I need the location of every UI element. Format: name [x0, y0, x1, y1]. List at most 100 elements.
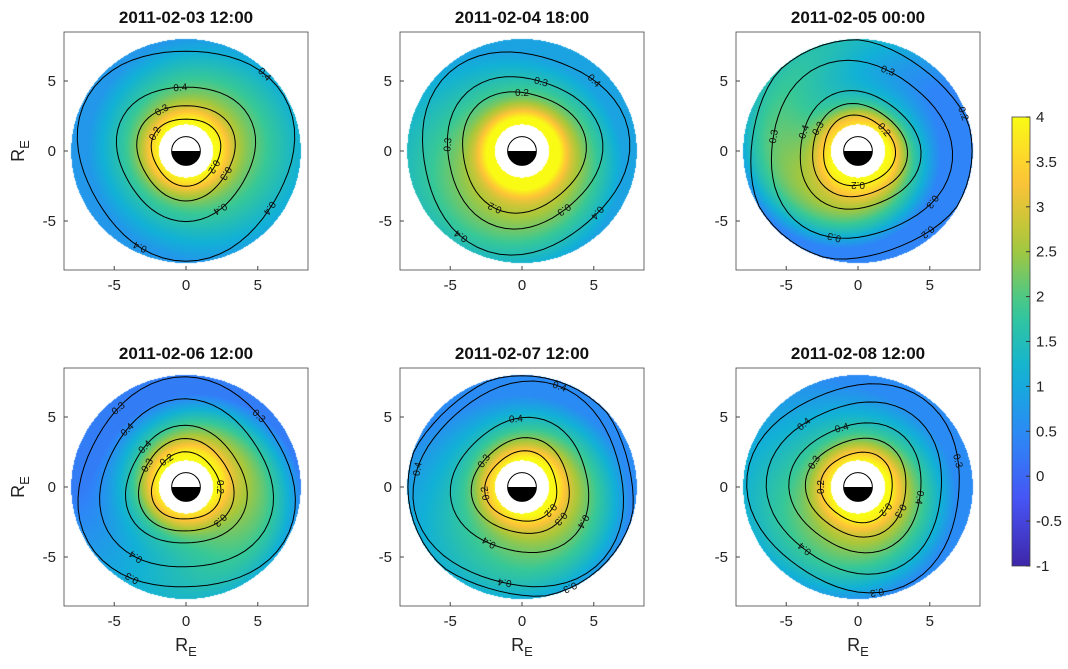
contour-label: 0.2 — [479, 485, 492, 501]
y-tick-label: 5 — [384, 409, 392, 426]
x-tick-label: 0 — [518, 277, 526, 294]
y-tick-label: 0 — [384, 479, 392, 496]
earth-night-half — [843, 487, 873, 502]
contour-line — [804, 437, 907, 538]
colorbar-tick-label: 1 — [1036, 378, 1044, 395]
earth-night-half — [507, 487, 537, 502]
contour-label: 0.2 — [515, 88, 529, 99]
contour-label: 0.4 — [797, 123, 812, 140]
panel-4: 2011-02-06 12:000.20.20.30.30.40.40.40.3… — [8, 344, 309, 659]
colorbar-tick-label: 4 — [1036, 109, 1044, 126]
x-tick-label: -5 — [780, 613, 793, 630]
earth-night-half — [171, 487, 201, 502]
earth-night-half — [507, 151, 537, 166]
contour-label: 0.4 — [131, 238, 149, 254]
contour-line — [788, 422, 922, 554]
contour-label: 0.2 — [955, 105, 970, 122]
contour-line — [765, 401, 943, 575]
x-tick-label: 5 — [590, 613, 598, 630]
x-tick-label: 5 — [254, 277, 262, 294]
contour-line — [812, 102, 909, 198]
earth-night-half — [843, 151, 873, 166]
contour-label: 0.4 — [173, 82, 188, 94]
contour-line — [137, 437, 235, 532]
x-axis-label: RE — [847, 635, 869, 659]
colorbar: 4 3.5 3 2.5 2 1.5 1 0.5 0 -0.5 -1 — [1011, 109, 1062, 575]
contour-line — [150, 118, 222, 187]
y-tick-label: -5 — [43, 213, 56, 230]
y-tick-label: 0 — [48, 143, 56, 160]
x-tick-label: 0 — [182, 613, 190, 630]
contour-line — [77, 376, 296, 588]
contour-label: 0.3 — [768, 128, 781, 144]
contour-line — [136, 105, 236, 202]
colorbar-tick-label: 0 — [1036, 468, 1044, 485]
contour-line — [462, 91, 587, 214]
contour-label: 0.4 — [834, 421, 851, 435]
contour-label: 0.3 — [442, 137, 454, 152]
x-tick-label: 0 — [518, 613, 526, 630]
x-tick-label: 5 — [926, 277, 934, 294]
contour-line — [746, 383, 960, 594]
x-tick-label: 0 — [854, 613, 862, 630]
colorbar-tick-label: 2.5 — [1036, 244, 1057, 261]
y-tick-label: -5 — [379, 213, 392, 230]
y-tick-label: 0 — [720, 479, 728, 496]
contour-line — [421, 51, 631, 256]
colorbar-tick-label: 0.5 — [1036, 423, 1057, 440]
y-tick-label: -5 — [379, 549, 392, 566]
x-tick-label: 5 — [926, 613, 934, 630]
contour-label: 0.3 — [950, 453, 964, 470]
contour-line — [446, 76, 604, 230]
panel-title: 2011-02-04 18:00 — [455, 8, 589, 27]
earth-night-half — [171, 151, 201, 166]
y-tick-label: 5 — [48, 73, 56, 90]
contour-line — [124, 424, 248, 544]
x-tick-label: 0 — [182, 277, 190, 294]
x-tick-label: 5 — [254, 613, 262, 630]
x-tick-label: -5 — [444, 277, 457, 294]
contour-label: 0.2 — [214, 480, 225, 494]
contour-line — [484, 450, 558, 522]
contour-label: 0.3 — [826, 229, 843, 243]
contour-line — [799, 89, 922, 210]
x-tick-label: -5 — [108, 277, 121, 294]
contour-label: 0.2 — [816, 480, 827, 494]
contour-line — [770, 59, 954, 239]
colorbar-tick-label: 1.5 — [1036, 334, 1057, 351]
panel-title: 2011-02-08 12:00 — [791, 344, 925, 363]
x-tick-label: 5 — [590, 277, 598, 294]
y-tick-label: 0 — [384, 143, 392, 160]
contour-label: 0.3 — [879, 64, 896, 79]
contour-line — [750, 39, 973, 260]
panel-title: 2011-02-07 12:00 — [455, 344, 589, 363]
contour-line — [470, 437, 570, 534]
x-axis-label: RE — [511, 635, 533, 659]
y-tick-label: 0 — [720, 143, 728, 160]
panel-2: 2011-02-04 18:000.20.20.30.30.30.40.40.4… — [379, 8, 645, 294]
panel-3: 2011-02-05 00:000.20.20.30.40.30.30.30.3… — [715, 8, 981, 294]
panel-title: 2011-02-05 00:00 — [791, 8, 925, 27]
contour-line — [412, 380, 625, 588]
contour-line — [150, 451, 222, 520]
y-tick-label: 5 — [720, 73, 728, 90]
y-tick-label: 5 — [720, 409, 728, 426]
panel-6: 2011-02-08 12:000.20.20.30.30.40.40.40.4… — [715, 344, 981, 659]
contour-line — [819, 451, 893, 524]
contour-label: 0.4 — [912, 490, 925, 506]
contour-label: 0.4 — [509, 413, 524, 425]
colorbar-tick-label: -0.5 — [1036, 513, 1062, 530]
contour-line — [823, 114, 896, 187]
contour-label: 0.4 — [411, 461, 424, 477]
contour-label: 0.3 — [561, 579, 579, 595]
y-tick-label: -5 — [43, 549, 56, 566]
colorbar-tick-label: 2 — [1036, 289, 1044, 306]
colorbar-tick-label: 3.5 — [1036, 154, 1057, 171]
y-tick-label: -5 — [715, 213, 728, 230]
y-axis-label: RE — [8, 476, 32, 498]
contour-line — [99, 398, 275, 568]
panel-5: 2011-02-07 12:000.20.20.30.30.40.40.40.4… — [379, 344, 645, 659]
x-tick-label: -5 — [444, 613, 457, 630]
contour-label: 0.2 — [486, 199, 504, 215]
